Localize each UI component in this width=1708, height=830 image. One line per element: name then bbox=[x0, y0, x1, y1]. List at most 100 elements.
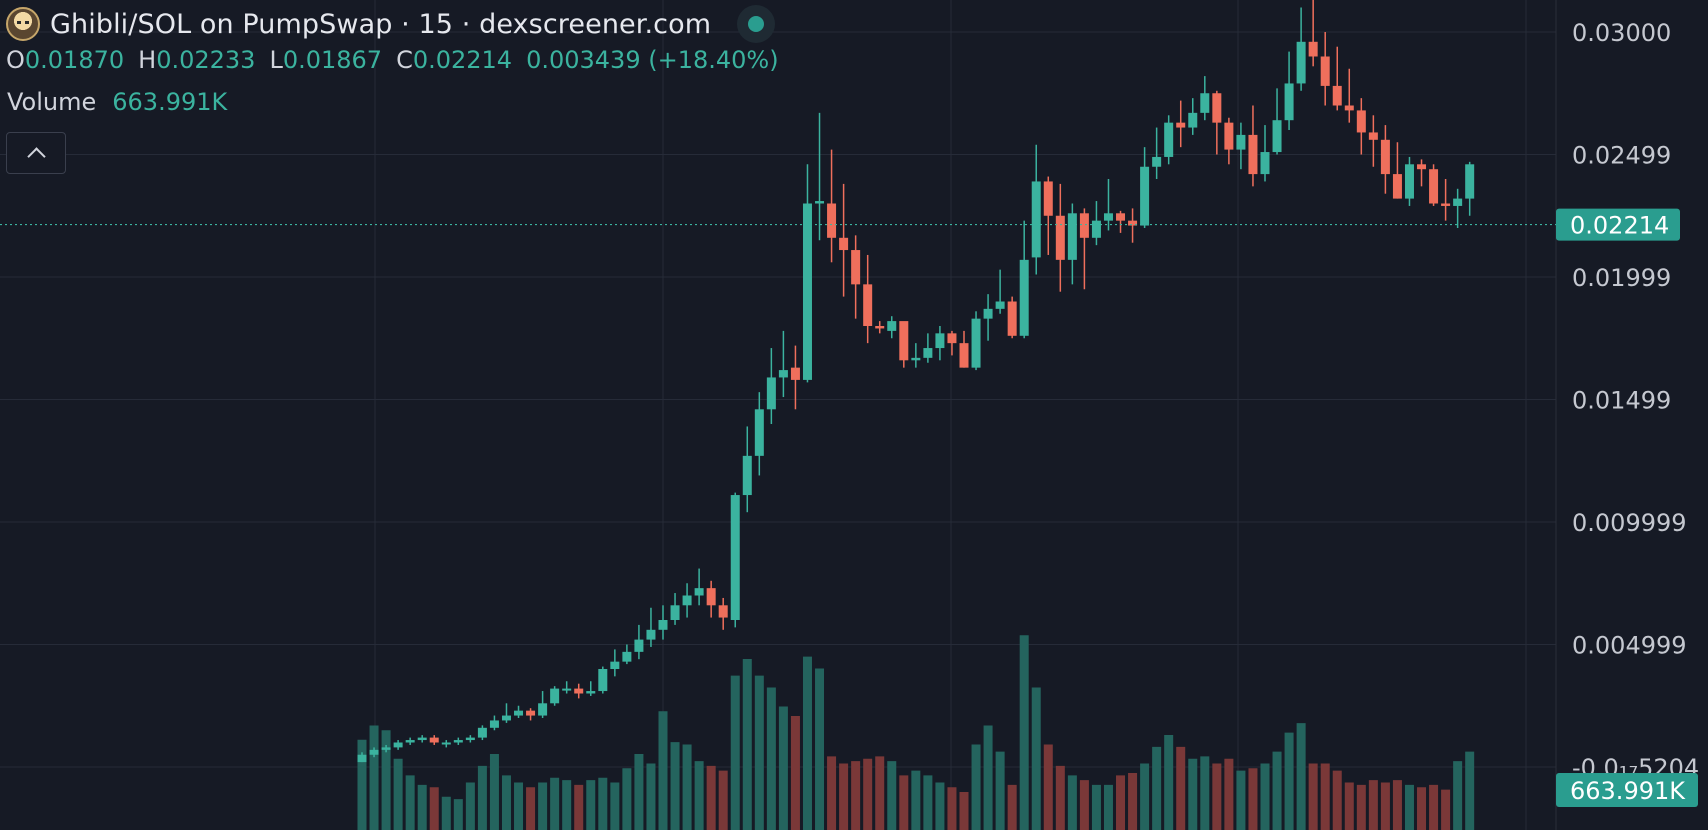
candle-body bbox=[1164, 122, 1174, 157]
volume-bar bbox=[887, 761, 897, 830]
candle-body bbox=[1067, 213, 1077, 260]
volume-bar bbox=[802, 656, 812, 830]
volume-bar bbox=[1152, 746, 1162, 830]
volume-bar bbox=[863, 758, 873, 830]
candle-body bbox=[1465, 164, 1475, 199]
volume-bar bbox=[718, 770, 728, 830]
candle-body bbox=[1417, 164, 1427, 170]
candle-body bbox=[959, 343, 969, 368]
last-volume-badge bbox=[1556, 773, 1698, 807]
volume-bar bbox=[1368, 780, 1378, 830]
volume-bar bbox=[839, 763, 849, 830]
volume-bar bbox=[1429, 784, 1439, 830]
volume-bar bbox=[1320, 763, 1330, 830]
low-value: 0.01867 bbox=[282, 46, 383, 74]
volume-bar bbox=[1296, 723, 1306, 830]
volume-bar bbox=[489, 754, 499, 830]
volume-bar bbox=[405, 775, 415, 830]
volume-bar bbox=[1453, 761, 1463, 830]
volume-bar bbox=[501, 775, 511, 830]
candle-body bbox=[1152, 156, 1162, 167]
volume-bar bbox=[790, 716, 800, 830]
volume-bar bbox=[766, 687, 776, 830]
candle-body bbox=[911, 357, 921, 361]
candle-body bbox=[622, 651, 632, 662]
candle-body bbox=[1308, 41, 1318, 57]
chart-legend: Ghibli/SOL on PumpSwap · 15 · dexscreene… bbox=[6, 2, 793, 174]
candle-body bbox=[1429, 169, 1439, 204]
candle-body bbox=[971, 318, 981, 368]
live-status-indicator[interactable] bbox=[737, 5, 776, 43]
volume-bar bbox=[586, 780, 596, 830]
candle-body bbox=[1116, 213, 1126, 221]
volume-bar bbox=[1224, 758, 1234, 830]
volume-bar bbox=[815, 668, 825, 830]
volume-bar bbox=[526, 787, 536, 830]
candle-body bbox=[875, 326, 885, 329]
candle-body bbox=[1320, 56, 1330, 86]
candle-body bbox=[526, 710, 536, 716]
price-change: 0.003439 (+18.40%) bbox=[526, 46, 779, 74]
candle-body bbox=[357, 754, 367, 763]
volume-bar bbox=[1441, 789, 1451, 830]
volume-bar bbox=[1332, 770, 1342, 830]
candle-body bbox=[381, 747, 391, 750]
candle-body bbox=[550, 688, 560, 704]
volume-bar bbox=[1248, 768, 1258, 830]
volume-bar bbox=[514, 782, 524, 830]
volume-value: 663.991K bbox=[112, 88, 228, 116]
volume-bar bbox=[622, 768, 632, 830]
volume-bar bbox=[1067, 775, 1077, 830]
volume-bar bbox=[1103, 784, 1113, 830]
y-tick-label: 0.01999 bbox=[1572, 264, 1671, 292]
candle-body bbox=[369, 749, 379, 755]
volume-bar bbox=[1380, 782, 1390, 830]
candle-body bbox=[790, 367, 800, 380]
volume-bar bbox=[1128, 773, 1138, 830]
volume-bar bbox=[1140, 763, 1150, 830]
candle-body bbox=[1284, 83, 1294, 121]
volume-bar bbox=[1176, 746, 1186, 830]
volume-bar bbox=[1284, 732, 1294, 830]
volume-bar bbox=[1236, 770, 1246, 830]
live-status-dot-icon bbox=[748, 16, 765, 32]
volume-label: Volume bbox=[7, 88, 97, 116]
candle-body bbox=[1007, 301, 1017, 336]
volume-bar bbox=[441, 796, 451, 830]
volume-bar bbox=[1091, 784, 1101, 830]
candle-body bbox=[1248, 134, 1258, 175]
volume-bar bbox=[562, 780, 572, 830]
candle-body bbox=[1031, 181, 1041, 258]
y-tick-label: 0.03000 bbox=[1572, 19, 1671, 47]
volume-bar bbox=[417, 784, 427, 830]
candle-body bbox=[610, 661, 620, 669]
last-price-badge bbox=[1556, 208, 1680, 241]
volume-bar bbox=[1200, 756, 1210, 830]
volume-bar bbox=[393, 758, 403, 830]
candle-body bbox=[429, 737, 439, 743]
volume-bar bbox=[694, 761, 704, 830]
candle-body bbox=[995, 301, 1005, 309]
volume-bar bbox=[381, 730, 391, 830]
y-tick-label: 0.02499 bbox=[1572, 142, 1671, 170]
high-label: H bbox=[138, 46, 157, 74]
volume-bar bbox=[827, 756, 837, 830]
close-value: 0.02214 bbox=[412, 46, 513, 74]
volume-bar bbox=[1344, 782, 1354, 830]
candle-body bbox=[742, 455, 752, 496]
candle-body bbox=[1392, 174, 1402, 199]
candle-body bbox=[1441, 203, 1451, 206]
volume-bar bbox=[1272, 751, 1282, 830]
volume-bar bbox=[429, 787, 439, 830]
collapse-legend-button[interactable] bbox=[6, 132, 66, 174]
chevron-up-icon bbox=[26, 147, 46, 166]
pair-title: Ghibli/SOL on PumpSwap · 15 · dexscreene… bbox=[50, 8, 712, 40]
candle-body bbox=[658, 620, 668, 630]
candle-body bbox=[405, 740, 415, 743]
candle-body bbox=[887, 321, 897, 331]
volume-bar bbox=[1031, 687, 1041, 830]
volume-bar bbox=[778, 706, 788, 830]
candle-body bbox=[983, 308, 993, 319]
candle-body bbox=[1356, 110, 1366, 133]
